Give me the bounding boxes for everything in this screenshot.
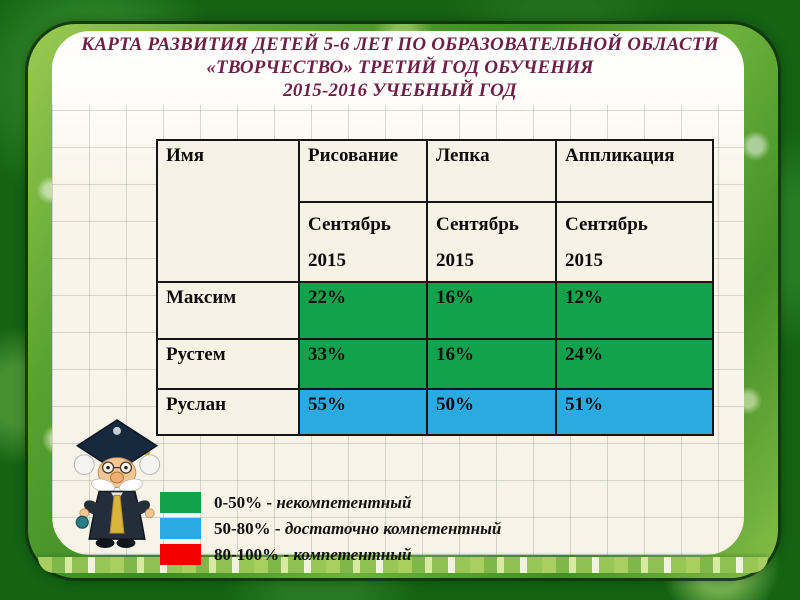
legend: 0-50% - некомпетентный 50-80% - достаточ… — [160, 492, 501, 570]
child-name: Максим — [156, 281, 300, 340]
cap-button — [113, 426, 121, 435]
red-swatch — [160, 544, 201, 565]
legend-item-incompetent: 0-50% - некомпетентный — [160, 492, 501, 513]
child-name: Рустем — [156, 338, 300, 390]
hair-left — [73, 454, 95, 476]
ball — [75, 515, 89, 529]
score-cell: 24% — [555, 338, 714, 390]
score-cell: 16% — [426, 338, 557, 390]
hair-right — [139, 454, 161, 476]
grass-border-decoration — [38, 557, 768, 573]
legend-level: компетентный — [293, 544, 412, 564]
table-row: Руслан 55% 50% 51% — [156, 388, 714, 436]
slide-title: КАРТА РАЗВИТИЯ ДЕТЕЙ 5-6 ЛЕТ ПО ОБРАЗОВА… — [80, 33, 720, 102]
score-cell: 51% — [555, 388, 714, 436]
period-text: Сентябрь 2015 — [308, 214, 391, 271]
period-header-modeling: Сентябрь 2015 — [426, 201, 557, 283]
legend-item-sufficient: 50-80% - достаточно компетентный — [160, 518, 501, 539]
shoe-right — [116, 538, 136, 549]
legend-level: некомпетентный — [276, 492, 412, 512]
legend-range: 50-80% - — [214, 518, 285, 538]
nose — [110, 471, 124, 484]
legend-label: 80-100% - компетентный — [214, 545, 411, 565]
legend-range: 0-50% - — [214, 492, 277, 512]
col-header-name: Имя — [156, 139, 300, 283]
table-row: Максим 22% 16% 12% — [156, 281, 714, 340]
score-cell: 12% — [555, 281, 714, 340]
score-cell: 50% — [426, 388, 557, 436]
period-header-drawing: Сентябрь 2015 — [298, 201, 428, 283]
legend-item-competent: 80-100% - компетентный — [160, 544, 501, 565]
col-header-drawing: Рисование — [298, 139, 428, 203]
period-header-applique: Сентябрь 2015 — [555, 201, 714, 283]
title-line-1: КАРТА РАЗВИТИЯ ДЕТЕЙ 5-6 ЛЕТ ПО ОБРАЗОВА… — [81, 34, 719, 55]
period-text: Сентябрь 2015 — [436, 214, 519, 271]
title-line-2: «ТВОРЧЕСТВО» ТРЕТИЙ ГОД ОБУЧЕНИЯ — [206, 57, 594, 78]
title-line-3: 2015-2016 УЧЕБНЫЙ ГОД — [283, 80, 517, 101]
score-cell: 22% — [298, 281, 428, 340]
child-name: Руслан — [156, 388, 300, 436]
col-header-modeling: Лепка — [426, 139, 557, 203]
eye-right — [124, 465, 128, 470]
shoe-left — [95, 538, 115, 549]
score-cell: 16% — [426, 281, 557, 340]
legend-label: 50-80% - достаточно компетентный — [214, 519, 501, 539]
green-swatch — [160, 492, 201, 513]
blue-swatch — [160, 518, 201, 539]
legend-range: 80-100% - — [214, 544, 294, 564]
yellow-tie — [109, 494, 125, 534]
legend-label: 0-50% - некомпетентный — [214, 493, 411, 513]
professor-gnome-illustration — [73, 419, 161, 549]
table-row: Рустем 33% 16% 24% — [156, 338, 714, 390]
period-text: Сентябрь 2015 — [565, 214, 648, 271]
legend-level: достаточно компетентный — [284, 518, 502, 538]
score-cell: 33% — [298, 338, 428, 390]
hand-right — [144, 508, 155, 519]
development-table: Имя Рисование Лепка Аппликация Сентябрь … — [156, 139, 714, 436]
col-header-applique: Аппликация — [555, 139, 714, 203]
score-cell: 55% — [298, 388, 428, 436]
eye-left — [106, 465, 110, 470]
